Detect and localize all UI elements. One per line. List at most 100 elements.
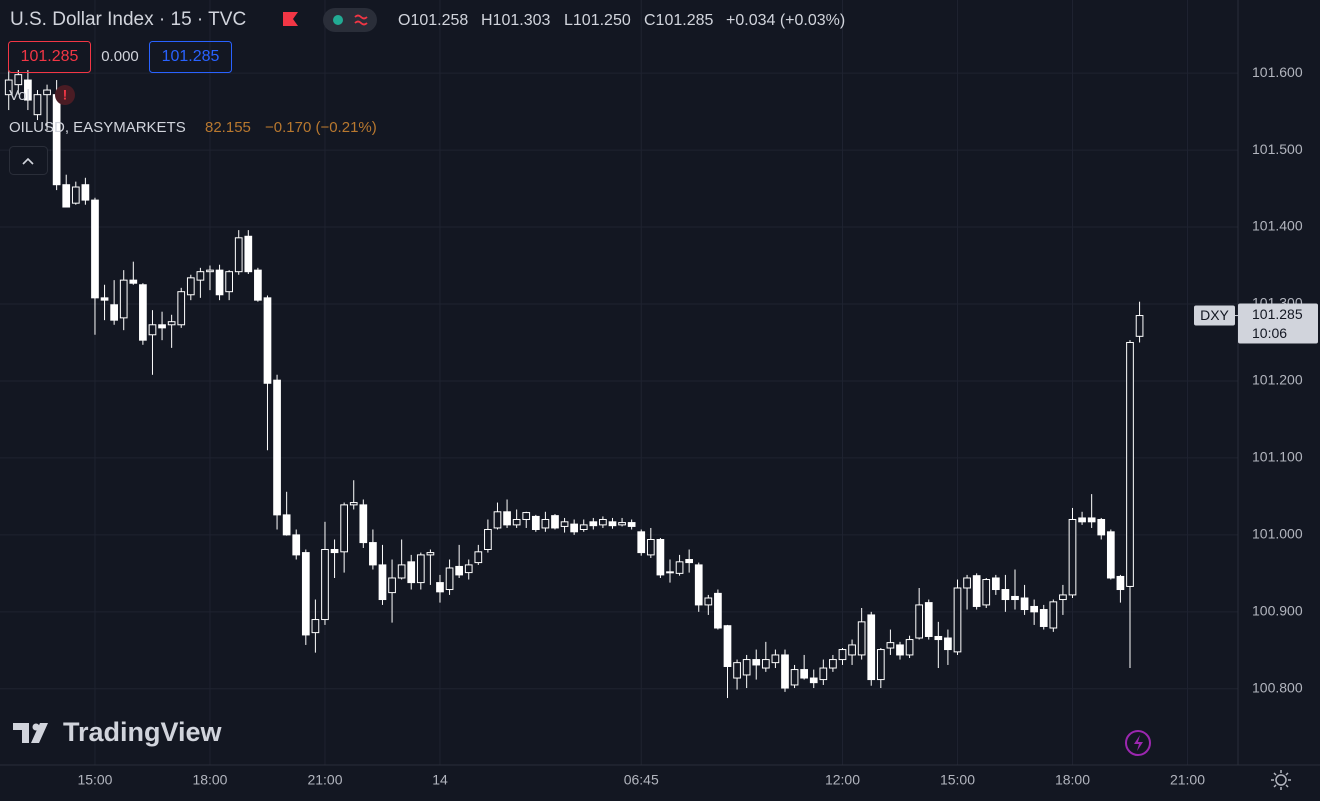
candle-body-down bbox=[407, 561, 416, 584]
candle-body-up bbox=[1059, 594, 1067, 601]
sell-price: 101.285 bbox=[21, 48, 79, 65]
candle-body-down bbox=[282, 514, 291, 536]
candle-body-up bbox=[541, 518, 550, 529]
candle-body-up bbox=[14, 74, 23, 86]
candle-body-down bbox=[100, 297, 109, 301]
candle-body-up bbox=[829, 659, 837, 669]
alert-button[interactable] bbox=[1125, 730, 1151, 756]
countdown-label: 10:06 bbox=[1252, 325, 1287, 341]
last-price-box bbox=[1238, 303, 1318, 344]
y-tick-label: 101.100 bbox=[1252, 449, 1303, 465]
candle-body-down bbox=[924, 602, 933, 637]
candle-body-down bbox=[215, 269, 224, 296]
candle-body-up bbox=[646, 539, 655, 556]
candle-body-up bbox=[579, 524, 588, 530]
candle-body-down bbox=[1001, 589, 1010, 601]
candle-body-down bbox=[378, 564, 387, 601]
candle-body-up bbox=[484, 528, 492, 551]
candle-body-up bbox=[1068, 518, 1077, 596]
candle-body-down bbox=[800, 669, 809, 679]
candle-body-up bbox=[742, 659, 751, 676]
x-tick-label: 18:00 bbox=[192, 772, 227, 788]
candle-body-up bbox=[886, 642, 895, 649]
x-tick-label: 14 bbox=[432, 772, 448, 788]
delayed-icon bbox=[354, 14, 368, 26]
candle-body-up bbox=[493, 511, 502, 529]
candle-body-down bbox=[1030, 605, 1039, 613]
candle-body-down bbox=[292, 534, 301, 556]
buy-button[interactable] bbox=[149, 41, 232, 73]
candle-body-down bbox=[24, 79, 32, 101]
candle-body-up bbox=[599, 518, 607, 526]
candle-body-up bbox=[1126, 341, 1134, 587]
brand-name: TradingView bbox=[63, 717, 223, 747]
candle-body-up bbox=[704, 597, 713, 606]
candle-body-down bbox=[972, 575, 981, 607]
candle-body-down bbox=[129, 279, 138, 284]
y-tick-label: 101.600 bbox=[1252, 64, 1303, 80]
candle-body-down bbox=[896, 644, 904, 656]
candle-body-down bbox=[666, 571, 674, 574]
candle-body-down bbox=[867, 614, 876, 681]
candle-body-down bbox=[685, 559, 694, 564]
candle-body-down bbox=[809, 677, 818, 684]
warning-badge[interactable] bbox=[55, 85, 75, 105]
candle-body-up bbox=[963, 577, 971, 589]
candle-body-down bbox=[1087, 517, 1096, 523]
sell-button[interactable] bbox=[8, 41, 91, 73]
candle-body-up bbox=[953, 587, 962, 653]
candle-body-up bbox=[790, 669, 799, 686]
candle-body-down bbox=[991, 577, 1000, 591]
x-tick-label: 15:00 bbox=[77, 772, 112, 788]
warning-icon: ! bbox=[63, 87, 68, 103]
ohlc-open: O101.258 bbox=[398, 12, 468, 29]
candle-body-down bbox=[723, 625, 732, 667]
compare-change: −0.170 (−0.21%) bbox=[265, 119, 377, 136]
status-pill[interactable] bbox=[323, 8, 377, 32]
candle-body-down bbox=[934, 635, 943, 641]
candle-body-down bbox=[91, 199, 99, 299]
candle-body-up bbox=[445, 567, 454, 591]
candle-body-down bbox=[531, 515, 540, 530]
flag-icon[interactable] bbox=[283, 12, 298, 26]
candle-body-down bbox=[570, 523, 579, 533]
candle-body-up bbox=[71, 186, 80, 204]
ohlc-low: L101.250 bbox=[564, 12, 631, 29]
y-tick-label: 100.800 bbox=[1252, 680, 1303, 696]
y-tick-label: 101.500 bbox=[1252, 141, 1303, 157]
candle-body-down bbox=[436, 582, 444, 593]
candle-body-down bbox=[254, 269, 262, 301]
x-tick-label: 15:00 bbox=[940, 772, 975, 788]
candle-body-up bbox=[522, 512, 531, 520]
y-tick-label: 101.200 bbox=[1252, 372, 1303, 388]
axes: 100.800100.900101.000101.100101.200101.3… bbox=[77, 64, 1318, 788]
candle-body-down bbox=[1039, 609, 1048, 627]
candle-body-up bbox=[196, 271, 205, 281]
candle-body-up bbox=[119, 279, 128, 319]
candle-body-up bbox=[1135, 315, 1144, 337]
y-tick-label: 101.400 bbox=[1252, 218, 1303, 234]
candle-body-up bbox=[43, 89, 51, 96]
candle-body-up bbox=[388, 577, 396, 594]
candle-body-down bbox=[158, 324, 166, 329]
settings-button[interactable] bbox=[1275, 774, 1287, 786]
candle-body-down bbox=[244, 235, 253, 273]
candle-body-up bbox=[33, 94, 42, 116]
candle-body-up bbox=[857, 621, 866, 656]
candle-body-down bbox=[359, 504, 368, 544]
spread: 0.000 bbox=[101, 48, 139, 65]
candle-body-down bbox=[52, 94, 61, 186]
candle-body-up bbox=[838, 649, 847, 661]
candle-body-up bbox=[512, 518, 521, 526]
candle-body-up bbox=[560, 521, 569, 527]
candle-body-up bbox=[349, 502, 358, 506]
symbol-tag-label: DXY bbox=[1200, 307, 1229, 323]
candle-body-up bbox=[321, 549, 329, 621]
compare-symbol: OILUSD, EASYMARKETS bbox=[9, 119, 186, 136]
candle-body-down bbox=[637, 531, 646, 554]
settings-icon bbox=[1271, 770, 1291, 790]
candle-body-up bbox=[675, 561, 684, 574]
candle-body-up bbox=[474, 551, 483, 564]
candle-body-down bbox=[714, 592, 722, 629]
candle-body-up bbox=[761, 659, 770, 669]
